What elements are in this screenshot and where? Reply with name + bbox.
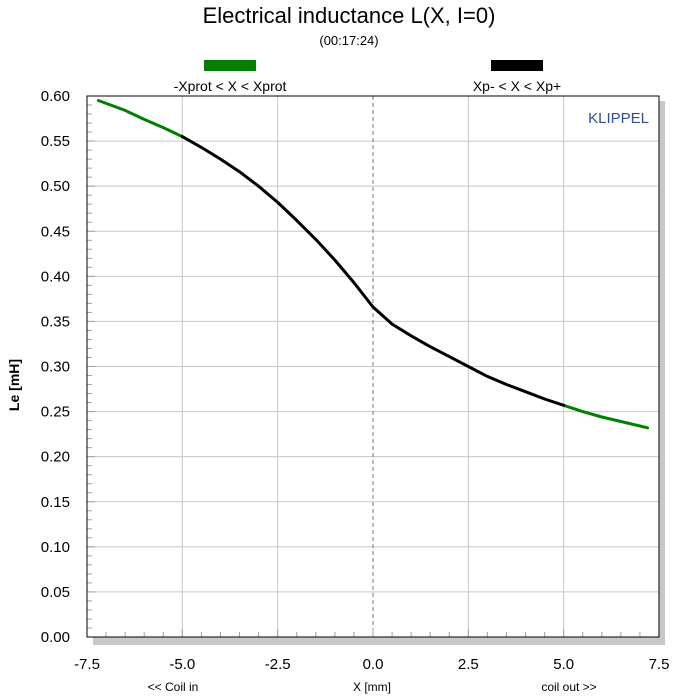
y-tick-label: 0.15 bbox=[41, 494, 70, 511]
chart-title: Electrical inductance L(X, I=0) bbox=[203, 3, 496, 28]
y-tick-label: 0.00 bbox=[41, 629, 70, 646]
x-left-label: << Coil in bbox=[148, 680, 199, 694]
x-tick-label: -2.5 bbox=[265, 656, 291, 673]
legend-label-xprot: -Xprot < X < Xprot bbox=[174, 78, 287, 94]
series-line-xprot bbox=[96, 99, 184, 139]
x-tick-labels: -7.5 -5.0 -2.5 0.0 2.5 5.0 7.5 bbox=[74, 656, 669, 673]
x-tick-label: -7.5 bbox=[74, 656, 100, 673]
x-axis-title: X [mm] bbox=[353, 680, 391, 694]
x-right-label: coil out >> bbox=[541, 680, 596, 694]
legend-label-xp: Xp- < X < Xp+ bbox=[473, 78, 561, 94]
y-tick-label: 0.55 bbox=[41, 133, 70, 150]
y-tick-label: 0.35 bbox=[41, 313, 70, 330]
series-line-xp bbox=[180, 135, 566, 407]
y-tick-label: 0.10 bbox=[41, 539, 70, 556]
series-line-xprot bbox=[562, 403, 650, 430]
x-tick-label: 0.0 bbox=[363, 656, 384, 673]
y-tick-label: 0.45 bbox=[41, 223, 70, 240]
minor-ticks bbox=[86, 95, 660, 638]
plot-shadow-right bbox=[659, 101, 665, 645]
grid bbox=[87, 96, 659, 637]
chart-subtitle: (00:17:24) bbox=[319, 33, 378, 48]
y-tick-labels: 0.00 0.05 0.10 0.15 0.20 0.25 0.30 0.35 0.40 0.45… bbox=[41, 88, 70, 646]
legend-swatch-xprot bbox=[204, 60, 256, 71]
y-tick-label: 0.50 bbox=[41, 178, 70, 195]
x-tick-label: 5.0 bbox=[553, 656, 574, 673]
x-tick-label: 2.5 bbox=[458, 656, 479, 673]
y-tick-label: 0.60 bbox=[41, 88, 70, 105]
y-tick-label: 0.40 bbox=[41, 268, 70, 285]
x-tick-label: 7.5 bbox=[649, 656, 670, 673]
legend-swatch-xp bbox=[491, 60, 543, 71]
plot-area bbox=[86, 95, 665, 645]
y-tick-label: 0.05 bbox=[41, 584, 70, 601]
legend: -Xprot < X < Xprot Xp- < X < Xp+ bbox=[174, 60, 561, 94]
x-tick-label: -5.0 bbox=[169, 656, 195, 673]
plot-frame bbox=[86, 95, 660, 638]
y-tick-label: 0.25 bbox=[41, 404, 70, 421]
y-tick-label: 0.30 bbox=[41, 359, 70, 376]
plot-shadow-bottom bbox=[93, 637, 665, 645]
y-tick-label: 0.20 bbox=[41, 449, 70, 466]
brand-label: KLIPPEL bbox=[588, 110, 649, 127]
y-axis-title: Le [mH] bbox=[6, 359, 22, 411]
data-series bbox=[96, 99, 650, 430]
